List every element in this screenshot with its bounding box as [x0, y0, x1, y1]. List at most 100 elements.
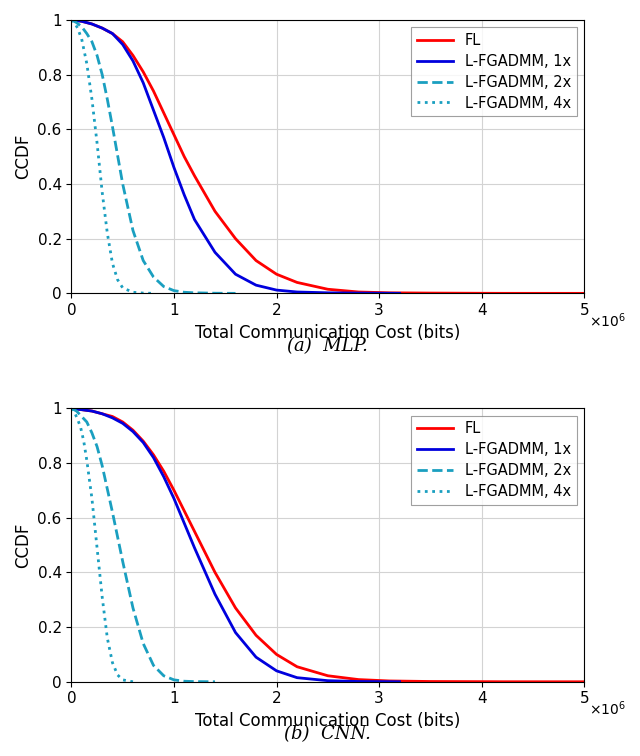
FL	[293, 662, 301, 671]
L-FGADMM, 4x	[70, 18, 78, 27]
FL	[232, 234, 239, 243]
L-FGADMM, 1x	[211, 590, 219, 599]
FL	[324, 671, 332, 680]
FL	[68, 404, 76, 413]
FL	[426, 289, 434, 298]
FL	[150, 86, 157, 95]
Line: FL: FL	[72, 408, 584, 682]
L-FGADMM, 2x	[170, 675, 178, 684]
FL	[191, 171, 198, 180]
L-FGADMM, 1x	[385, 677, 393, 686]
L-FGADMM, 1x	[324, 288, 332, 297]
FL	[273, 650, 280, 659]
L-FGADMM, 2x	[129, 603, 137, 612]
L-FGADMM, 1x	[293, 287, 301, 296]
FL	[78, 17, 86, 26]
L-FGADMM, 1x	[252, 652, 260, 662]
FL	[170, 486, 178, 495]
FL	[180, 152, 188, 161]
L-FGADMM, 1x	[88, 20, 96, 29]
L-FGADMM, 2x	[93, 442, 101, 451]
L-FGADMM, 2x	[191, 677, 198, 686]
FL	[129, 426, 137, 435]
L-FGADMM, 2x	[68, 15, 76, 24]
FL	[140, 67, 147, 76]
L-FGADMM, 2x	[211, 289, 219, 298]
L-FGADMM, 2x	[68, 404, 76, 413]
L-FGADMM, 4x	[88, 494, 96, 503]
Y-axis label: CCDF: CCDF	[14, 522, 32, 568]
L-FGADMM, 1x	[109, 414, 116, 423]
L-FGADMM, 1x	[252, 280, 260, 290]
L-FGADMM, 1x	[129, 57, 137, 66]
FL	[355, 287, 362, 296]
FL	[119, 37, 127, 46]
FL	[385, 288, 393, 297]
FL	[140, 436, 147, 445]
L-FGADMM, 2x	[88, 429, 96, 438]
Line: L-FGADMM, 2x: L-FGADMM, 2x	[72, 20, 236, 293]
L-FGADMM, 2x	[104, 94, 111, 104]
Line: FL: FL	[72, 20, 584, 293]
FL	[580, 677, 588, 686]
L-FGADMM, 1x	[109, 29, 116, 38]
L-FGADMM, 1x	[170, 163, 178, 172]
Text: (a)  MLP.: (a) MLP.	[287, 337, 368, 355]
L-FGADMM, 4x	[99, 187, 106, 197]
L-FGADMM, 4x	[129, 288, 137, 297]
L-FGADMM, 2x	[88, 37, 96, 46]
L-FGADMM, 2x	[119, 557, 127, 566]
FL	[160, 466, 168, 476]
Legend: FL, L-FGADMM, 1x, L-FGADMM, 2x, L-FGADMM, 4x: FL, L-FGADMM, 1x, L-FGADMM, 2x, L-FGADMM…	[411, 416, 577, 505]
L-FGADMM, 1x	[355, 677, 362, 686]
L-FGADMM, 1x	[68, 15, 76, 24]
FL	[170, 130, 178, 139]
Line: L-FGADMM, 2x: L-FGADMM, 2x	[72, 408, 215, 682]
L-FGADMM, 1x	[78, 17, 86, 26]
L-FGADMM, 2x	[99, 461, 106, 470]
L-FGADMM, 4x	[83, 456, 91, 465]
L-FGADMM, 4x	[78, 35, 86, 44]
FL	[119, 417, 127, 426]
L-FGADMM, 1x	[78, 405, 86, 414]
L-FGADMM, 2x	[180, 288, 188, 297]
L-FGADMM, 2x	[150, 661, 157, 670]
L-FGADMM, 1x	[273, 666, 280, 675]
L-FGADMM, 1x	[160, 133, 168, 142]
L-FGADMM, 1x	[150, 106, 157, 115]
L-FGADMM, 1x	[355, 289, 362, 298]
L-FGADMM, 4x	[70, 408, 78, 417]
FL	[293, 278, 301, 287]
X-axis label: Total Communication Cost (bits): Total Communication Cost (bits)	[195, 324, 461, 342]
L-FGADMM, 2x	[160, 671, 168, 680]
L-FGADMM, 2x	[170, 286, 178, 295]
FL	[324, 285, 332, 294]
L-FGADMM, 4x	[109, 259, 116, 268]
X-axis label: Total Communication Cost (bits): Total Communication Cost (bits)	[195, 712, 461, 730]
L-FGADMM, 4x	[77, 423, 84, 432]
L-FGADMM, 1x	[119, 40, 127, 49]
L-FGADMM, 1x	[396, 677, 403, 686]
L-FGADMM, 1x	[150, 453, 157, 462]
Text: $\times10^6$: $\times10^6$	[589, 311, 627, 330]
L-FGADMM, 1x	[385, 289, 393, 298]
L-FGADMM, 2x	[160, 282, 168, 291]
FL	[499, 677, 506, 686]
FL	[499, 289, 506, 298]
L-FGADMM, 4x	[140, 289, 147, 298]
FL	[252, 631, 260, 640]
L-FGADMM, 4x	[83, 59, 91, 68]
FL	[160, 108, 168, 117]
L-FGADMM, 4x	[109, 658, 116, 667]
FL	[109, 412, 116, 421]
L-FGADMM, 1x	[273, 286, 280, 295]
L-FGADMM, 2x	[73, 18, 81, 27]
L-FGADMM, 2x	[99, 70, 106, 79]
Legend: FL, L-FGADMM, 1x, L-FGADMM, 2x, L-FGADMM, 4x: FL, L-FGADMM, 1x, L-FGADMM, 2x, L-FGADMM…	[411, 27, 577, 116]
L-FGADMM, 1x	[140, 79, 147, 88]
L-FGADMM, 1x	[129, 427, 137, 436]
FL	[385, 677, 393, 686]
L-FGADMM, 4x	[80, 436, 88, 445]
L-FGADMM, 2x	[140, 639, 147, 648]
L-FGADMM, 4x	[150, 289, 157, 298]
